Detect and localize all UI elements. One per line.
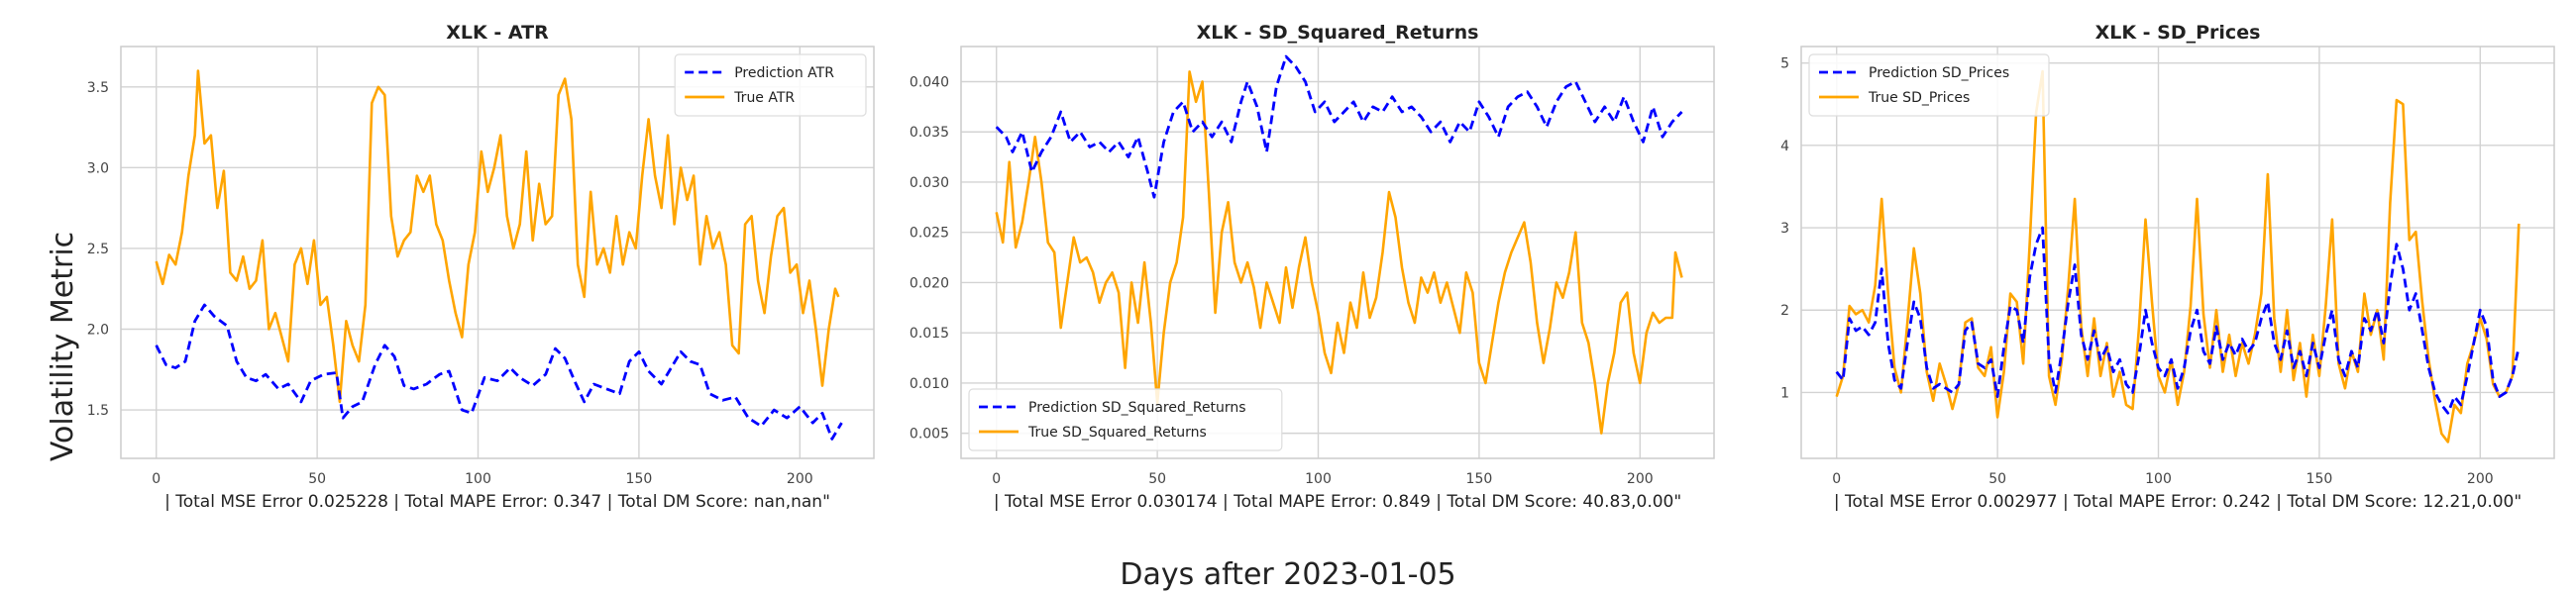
legend: Prediction SD_Prices True SD_Prices: [1808, 53, 2050, 117]
y-tick-label: 0.040: [910, 75, 949, 91]
legend-label-true-sd-prices: True SD_Prices: [1868, 90, 1970, 106]
chart-title: XLK - SD_Squared_Returns: [1197, 22, 1479, 44]
chart-panel-1: 0 50 100 150 200 1.5 2.0 2.5 3.0 3.5 XLK - ATR | To…: [87, 22, 875, 512]
chart-panel-2: 0 50 100 150 200 0.005 0.010 0.015 0.020 0.025 0.0…: [910, 22, 1715, 512]
series-line-prediction-sd-prices: [1835, 226, 2521, 415]
series-line-prediction-atr: [155, 303, 843, 441]
x-tick-label: 200: [2467, 471, 2494, 487]
legend-label-true-atr: True ATR: [733, 90, 795, 106]
y-tick-label: 0.020: [910, 275, 949, 291]
legend: Prediction ATR True ATR: [674, 53, 867, 117]
legend-box: [968, 388, 1283, 451]
y-tick-label: 5: [1780, 56, 1789, 72]
series-line-true-atr: [155, 69, 840, 404]
chart-title: XLK - ATR: [446, 22, 549, 44]
x-tick-label: 0: [992, 471, 1001, 487]
figure-ylabel: Volatility Metric: [46, 232, 80, 461]
y-tick-label: 1: [1780, 385, 1789, 401]
y-tick-label: 0.035: [910, 125, 949, 141]
series-line-true-sd-squared-returns: [995, 70, 1683, 435]
y-tick-label: 3.0: [87, 160, 109, 176]
y-tick-label: 0.015: [910, 326, 949, 342]
y-tick-label: 4: [1780, 139, 1789, 154]
axes-frame: [1800, 46, 2555, 459]
x-tick-label: 0: [1832, 471, 1841, 487]
x-axis-label: | Total MSE Error 0.030174 | Total MAPE …: [994, 492, 1681, 512]
chart-title: XLK - SD_Prices: [2095, 22, 2261, 44]
y-tick-label: 2.0: [87, 322, 109, 338]
axes-frame: [120, 46, 875, 459]
legend: Prediction SD_Squared_Returns True SD_Squ…: [968, 388, 1283, 451]
legend-box: [1808, 53, 2050, 117]
x-tick-label: 0: [152, 471, 161, 487]
figure-suptitle: Days after 2023-01-05: [1120, 557, 1455, 592]
x-axis-label: | Total MSE Error 0.025228 | Total MAPE …: [164, 492, 830, 512]
series-line-prediction-sd-squared-returns: [995, 54, 1683, 199]
legend-label-prediction-atr: Prediction ATR: [734, 65, 834, 81]
x-tick-label: 50: [1148, 471, 1166, 487]
x-tick-label: 200: [787, 471, 813, 487]
y-tick-label: 3: [1780, 221, 1789, 237]
y-tick-label: 3.5: [87, 80, 109, 96]
y-tick-label: 0.005: [910, 427, 949, 443]
x-tick-label: 150: [2307, 471, 2333, 487]
x-tick-label: 50: [308, 471, 326, 487]
y-tick-label: 0.025: [910, 226, 949, 242]
y-tick-label: 2.5: [87, 242, 109, 257]
x-tick-label: 50: [1988, 471, 2006, 487]
legend-label-true-sd-squared-returns: True SD_Squared_Returns: [1027, 425, 1207, 441]
legend-box: [674, 53, 867, 117]
x-tick-label: 100: [465, 471, 491, 487]
x-tick-label: 200: [1627, 471, 1654, 487]
y-tick-label: 2: [1780, 303, 1789, 319]
y-tick-label: 0.010: [910, 376, 949, 392]
x-tick-label: 100: [2145, 471, 2172, 487]
x-tick-label: 150: [626, 471, 653, 487]
axes-frame: [960, 46, 1715, 459]
x-tick-label: 150: [1466, 471, 1493, 487]
series-line-true-sd-prices: [1835, 69, 2521, 444]
y-tick-label: 1.5: [87, 403, 109, 419]
y-tick-label: 0.030: [910, 175, 949, 191]
chart-panel-3: 0 50 100 150 200 1 2 3 4 5 XLK - SD_Prices | Total …: [1780, 22, 2555, 512]
legend-label-prediction-sd-squared-returns: Prediction SD_Squared_Returns: [1028, 400, 1246, 416]
x-tick-label: 100: [1305, 471, 1332, 487]
legend-label-prediction-sd-prices: Prediction SD_Prices: [1869, 65, 2009, 81]
x-axis-label: | Total MSE Error 0.002977 | Total MAPE …: [1834, 492, 2522, 512]
